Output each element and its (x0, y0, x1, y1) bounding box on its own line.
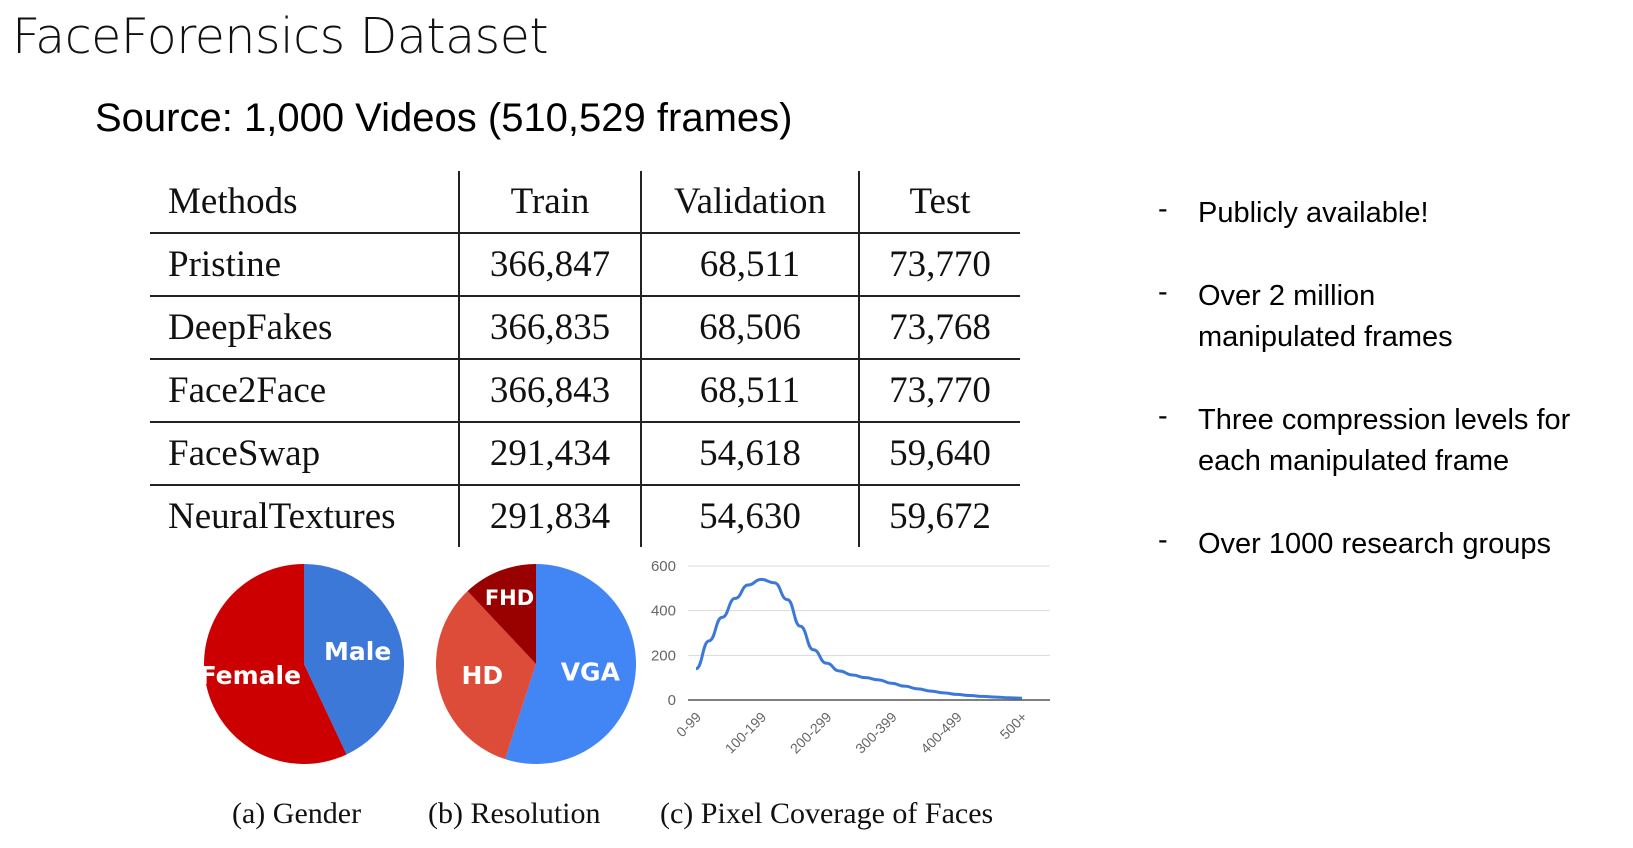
x-tick-label: 400-499 (917, 709, 965, 757)
header-test: Test (858, 171, 1020, 234)
method-cell: Face2Face (150, 359, 459, 423)
source-line: Source: 1,000 Videos (510,529 frames) (95, 96, 793, 140)
bullet-item: - Over 2 million manipulated frames (1158, 276, 1528, 358)
validation-cell: 54,618 (640, 422, 859, 486)
bullet-text: Over 2 million manipulated frames (1198, 280, 1453, 353)
pie-slice-male (304, 564, 404, 755)
test-cell: 73,768 (858, 296, 1020, 360)
method-cell: NeuralTextures (168, 496, 396, 537)
coverage-series-line (695, 577, 1023, 700)
table-row: NeuralTextures 291,834 54,630 59,672 (150, 485, 1020, 547)
validation-cell: 54,630 (640, 485, 859, 547)
y-tick-label: 600 (651, 558, 676, 575)
train-cell: 366,843 (458, 359, 641, 423)
dash-marker: - (1158, 524, 1168, 556)
pie-slice-fhd (467, 564, 536, 664)
bullet-text: Over 1000 research groups (1198, 528, 1552, 560)
pie-slice-hd (436, 591, 536, 760)
gender-pie-chart: Male Female (200, 564, 404, 764)
x-tick-label: 200-299 (787, 709, 835, 757)
dash-marker: - (1158, 193, 1168, 225)
header-validation: Validation (640, 171, 859, 234)
bullet-item: - Publicly available! (1158, 193, 1628, 234)
caption-gender: (a) Gender (232, 797, 362, 830)
bullet-text: Three compression levels for each manipu… (1198, 404, 1571, 477)
table-row: FaceSwap 291,434 54,618 59,640 (150, 422, 1020, 486)
x-tick-label: 300-399 (852, 709, 900, 757)
test-cell: 59,640 (858, 422, 1020, 486)
bullet-text: Publicly available! (1198, 197, 1429, 229)
dash-marker: - (1158, 276, 1168, 308)
table-header-row: Methods Train Validation Test (150, 171, 1020, 234)
pie-slice-female (204, 564, 347, 764)
pixel-coverage-line-chart: 0 200 400 600 0-99 100-199 200-299 300-399 400-… (651, 558, 1050, 757)
caption-pixel-coverage: (c) Pixel Coverage of Faces (660, 797, 994, 830)
validation-cell: 68,511 (640, 233, 859, 297)
train-cell: 366,835 (458, 296, 641, 360)
bullet-item: - Three compression levels for each mani… (1158, 400, 1628, 482)
pie-label-male: Male (324, 637, 391, 666)
y-tick-label: 0 (668, 692, 676, 709)
pie-label-hd: HD (461, 661, 503, 690)
train-cell: 291,834 (458, 485, 641, 547)
table-row: Face2Face 366,843 68,511 73,770 (150, 359, 1020, 423)
x-tick-label: 500+ (997, 709, 1031, 743)
validation-cell: 68,511 (640, 359, 859, 423)
dash-marker: - (1158, 400, 1168, 432)
dataset-split-table: Methods Train Validation Test Pristine 3… (150, 171, 1020, 547)
y-tick-label: 200 (651, 647, 676, 664)
method-cell: DeepFakes (150, 296, 459, 360)
pie-slice-vga (505, 564, 636, 764)
test-cell: 73,770 (858, 359, 1020, 423)
resolution-pie-chart: VGA HD FHD (436, 564, 636, 764)
slide-title: FaceForensics Dataset (12, 8, 549, 65)
train-cell: 291,434 (458, 422, 641, 486)
table-row: Pristine 366,847 68,511 73,770 (150, 233, 1020, 297)
train-cell: 366,847 (458, 233, 641, 297)
header-train: Train (458, 171, 641, 234)
x-tick-label: 0-99 (673, 709, 704, 740)
test-cell: 59,672 (858, 485, 1020, 547)
y-tick-label: 400 (651, 603, 676, 620)
header-methods: Methods (150, 171, 459, 234)
caption-resolution: (b) Resolution (428, 797, 601, 830)
pie-label-vga: VGA (561, 658, 621, 687)
pie-label-female: Female (200, 661, 301, 690)
test-cell: 73,770 (858, 233, 1020, 297)
table-row: DeepFakes 366,835 68,506 73,768 (150, 296, 1020, 360)
validation-cell: 68,506 (640, 296, 859, 360)
method-cell: FaceSwap (150, 422, 459, 486)
bullet-list: - Publicly available! - Over 2 million m… (1158, 193, 1628, 607)
bullet-item: - Over 1000 research groups (1158, 524, 1628, 565)
method-cell: Pristine (150, 233, 459, 297)
x-tick-label: 100-199 (722, 709, 770, 757)
pie-label-fhd: FHD (485, 586, 534, 610)
